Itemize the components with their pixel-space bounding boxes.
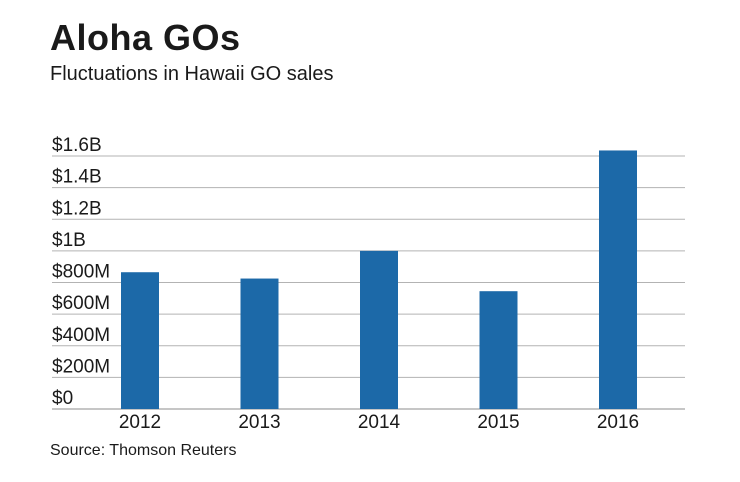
bar-2013 — [240, 278, 279, 409]
y-tick-label: $800M — [52, 262, 110, 283]
bar-2016 — [599, 150, 637, 409]
x-tick-label: 2014 — [358, 412, 401, 433]
x-tick-label: 2015 — [477, 412, 519, 433]
chart-title: Aloha GOs — [50, 17, 241, 58]
y-tick-label: $1.2B — [52, 198, 102, 219]
y-tick-label: $1.6B — [52, 135, 102, 156]
y-tick-label: $0 — [52, 388, 73, 409]
bar-2015 — [479, 291, 518, 409]
chart-subtitle: Fluctuations in Hawaii GO sales — [50, 63, 334, 85]
y-tick-label: $600M — [52, 293, 110, 314]
bar-2012 — [121, 272, 159, 409]
y-tick-label: $1B — [52, 230, 86, 251]
x-tick-label: 2012 — [119, 412, 161, 433]
y-tick-label: $1.4B — [52, 167, 102, 188]
y-tick-label: $400M — [52, 325, 110, 346]
x-tick-label: 2016 — [597, 412, 639, 433]
bar-2014 — [360, 250, 398, 409]
y-tick-label: $200M — [52, 356, 110, 377]
source-note: Source: Thomson Reuters — [50, 442, 237, 459]
x-tick-label: 2013 — [238, 412, 280, 433]
